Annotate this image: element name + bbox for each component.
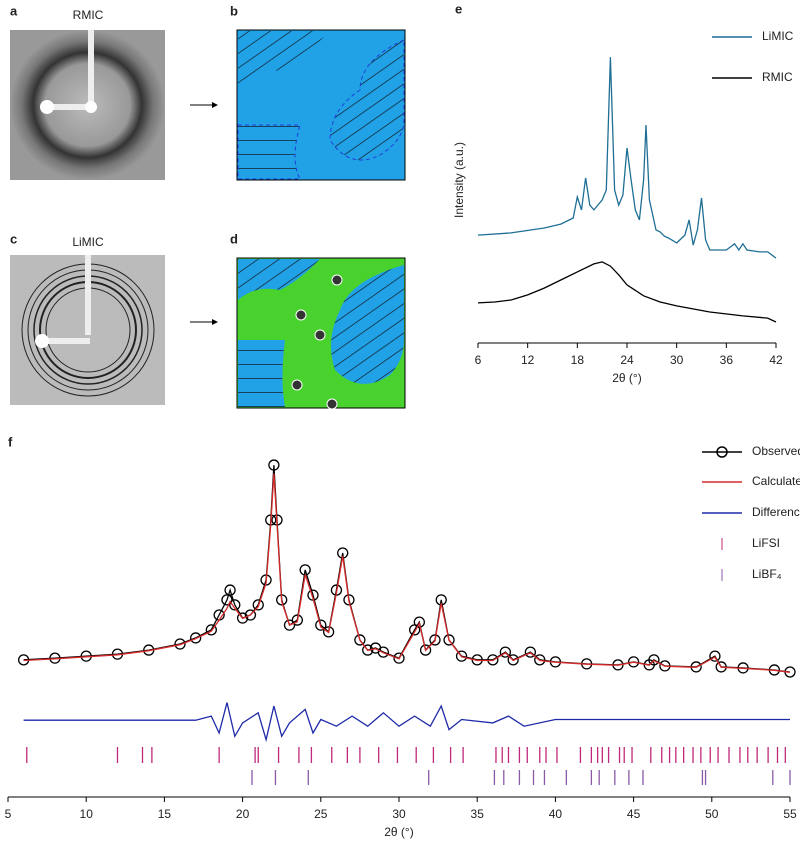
panel-label: a [10,3,18,18]
x-axis-label: 2θ (°) [612,371,641,385]
crystal-domain [238,31,330,90]
x-tick-label: 35 [471,807,485,821]
observed-point [205,624,217,636]
x-tick-label: 24 [620,353,634,367]
legend-label: Difference [752,505,800,519]
observed-point [455,650,468,662]
observed-point [252,599,264,611]
observed-point [377,646,390,658]
observed-point [709,650,721,662]
observed-point [362,644,374,656]
observed-point [419,644,432,656]
x-axis-label: 2θ (°) [384,825,413,839]
beamstop [85,255,91,335]
x-tick-label: 40 [549,807,563,821]
observed-point [499,646,512,658]
observed-point [221,594,233,606]
crystal-domain [329,39,405,161]
observed-point [534,654,546,666]
crystal-domain [238,259,320,300]
legend-label: Observed LiMIC [752,444,800,458]
observed-point [236,612,249,624]
panel-label: e [455,1,462,16]
crystal-domain [237,124,301,180]
x-tick-label: 20 [236,807,250,821]
y-axis-label: Intensity (a.u.) [452,142,466,218]
panel-label: d [230,231,238,246]
observed-point [393,652,405,664]
x-tick-label: 12 [521,353,535,367]
beamstop [40,100,54,114]
observed-point [443,634,455,646]
series-line [477,57,777,259]
observed-point [174,638,186,650]
panel-title: LiMIC [72,235,104,249]
legend-label: LiBF₄ [752,567,782,581]
beamstop [45,104,93,110]
x-tick-label: 10 [80,807,94,821]
x-tick-label: 5 [5,807,12,821]
x-tick-label: 45 [627,807,641,821]
panel-label: c [10,231,17,246]
observed-point [648,654,660,666]
observed-point [291,614,303,626]
legend-label: LiMIC [762,29,794,43]
x-tick-label: 42 [769,353,783,367]
x-tick-label: 55 [783,807,797,821]
legend-label: Calculated [752,474,800,488]
observed-point [322,626,335,638]
beamstop [85,101,97,113]
panel-title: RMIC [73,8,104,22]
observed-point [190,632,202,644]
observed-point [224,584,236,596]
x-tick-label: 50 [705,807,719,821]
x-tick-label: 25 [314,807,328,821]
arrow [212,319,218,325]
observed-point [507,654,519,666]
observed-point [283,619,296,631]
observed-point [229,599,241,611]
observed-point [315,619,327,631]
observed-point [627,656,640,668]
observed-point [244,609,257,621]
observed-line [23,465,791,673]
x-tick-label: 30 [392,807,406,821]
x-tick-label: 18 [571,353,585,367]
observed-point [524,646,537,658]
x-tick-label: 6 [475,353,482,367]
beamstop [35,334,49,348]
panel-label: f [8,434,13,449]
panel-label: b [230,3,238,18]
beamstop [40,338,90,344]
observed-point [413,616,425,628]
li-ions [291,274,343,410]
series-line [23,473,791,673]
observed-point [268,459,280,471]
observed-point [354,634,366,646]
observed-point [487,654,499,666]
legend-label: RMIC [762,70,793,84]
legend-label: LiFSI [752,536,780,550]
observed-point [429,634,441,646]
arrow [212,102,218,108]
x-tick-label: 36 [720,353,734,367]
beamstop [88,30,94,108]
series-line [23,702,790,743]
crystal-domain [238,340,285,407]
observed-point [343,594,355,606]
x-tick-label: 15 [158,807,172,821]
legend-swatch [716,446,728,458]
x-tick-label: 30 [670,353,684,367]
crystal-domain [331,265,404,384]
series-line [477,261,777,323]
